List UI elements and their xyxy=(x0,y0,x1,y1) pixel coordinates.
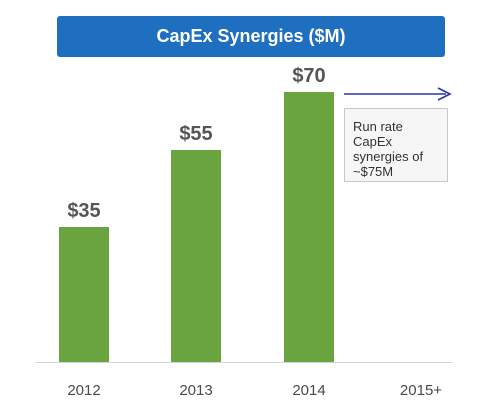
x-tick-label-2013: 2013 xyxy=(179,382,213,399)
x-tick-label-2012: 2012 xyxy=(67,382,101,399)
run-rate-arrow-icon xyxy=(344,87,452,101)
annotation-line-1: Run rate CapEx xyxy=(353,119,403,149)
x-tick-label-2015: 2015+ xyxy=(399,382,443,399)
data-label-2012: $35 xyxy=(67,199,101,222)
x-tick-label-2014: 2014 xyxy=(292,382,326,399)
bar-2012 xyxy=(59,226,109,362)
run-rate-annotation: Run rate CapEx synergies of ~$75M xyxy=(344,108,448,182)
annotation-line-2: synergies of xyxy=(353,149,424,164)
bar-2013 xyxy=(171,149,221,362)
chart-title: CapEx Synergies ($M) xyxy=(57,16,445,57)
x-axis-line xyxy=(36,362,452,363)
data-label-2013: $55 xyxy=(179,122,213,145)
data-label-2014: $70 xyxy=(292,64,326,87)
annotation-line-3: ~$75M xyxy=(353,164,394,179)
bar-2014 xyxy=(284,91,334,362)
